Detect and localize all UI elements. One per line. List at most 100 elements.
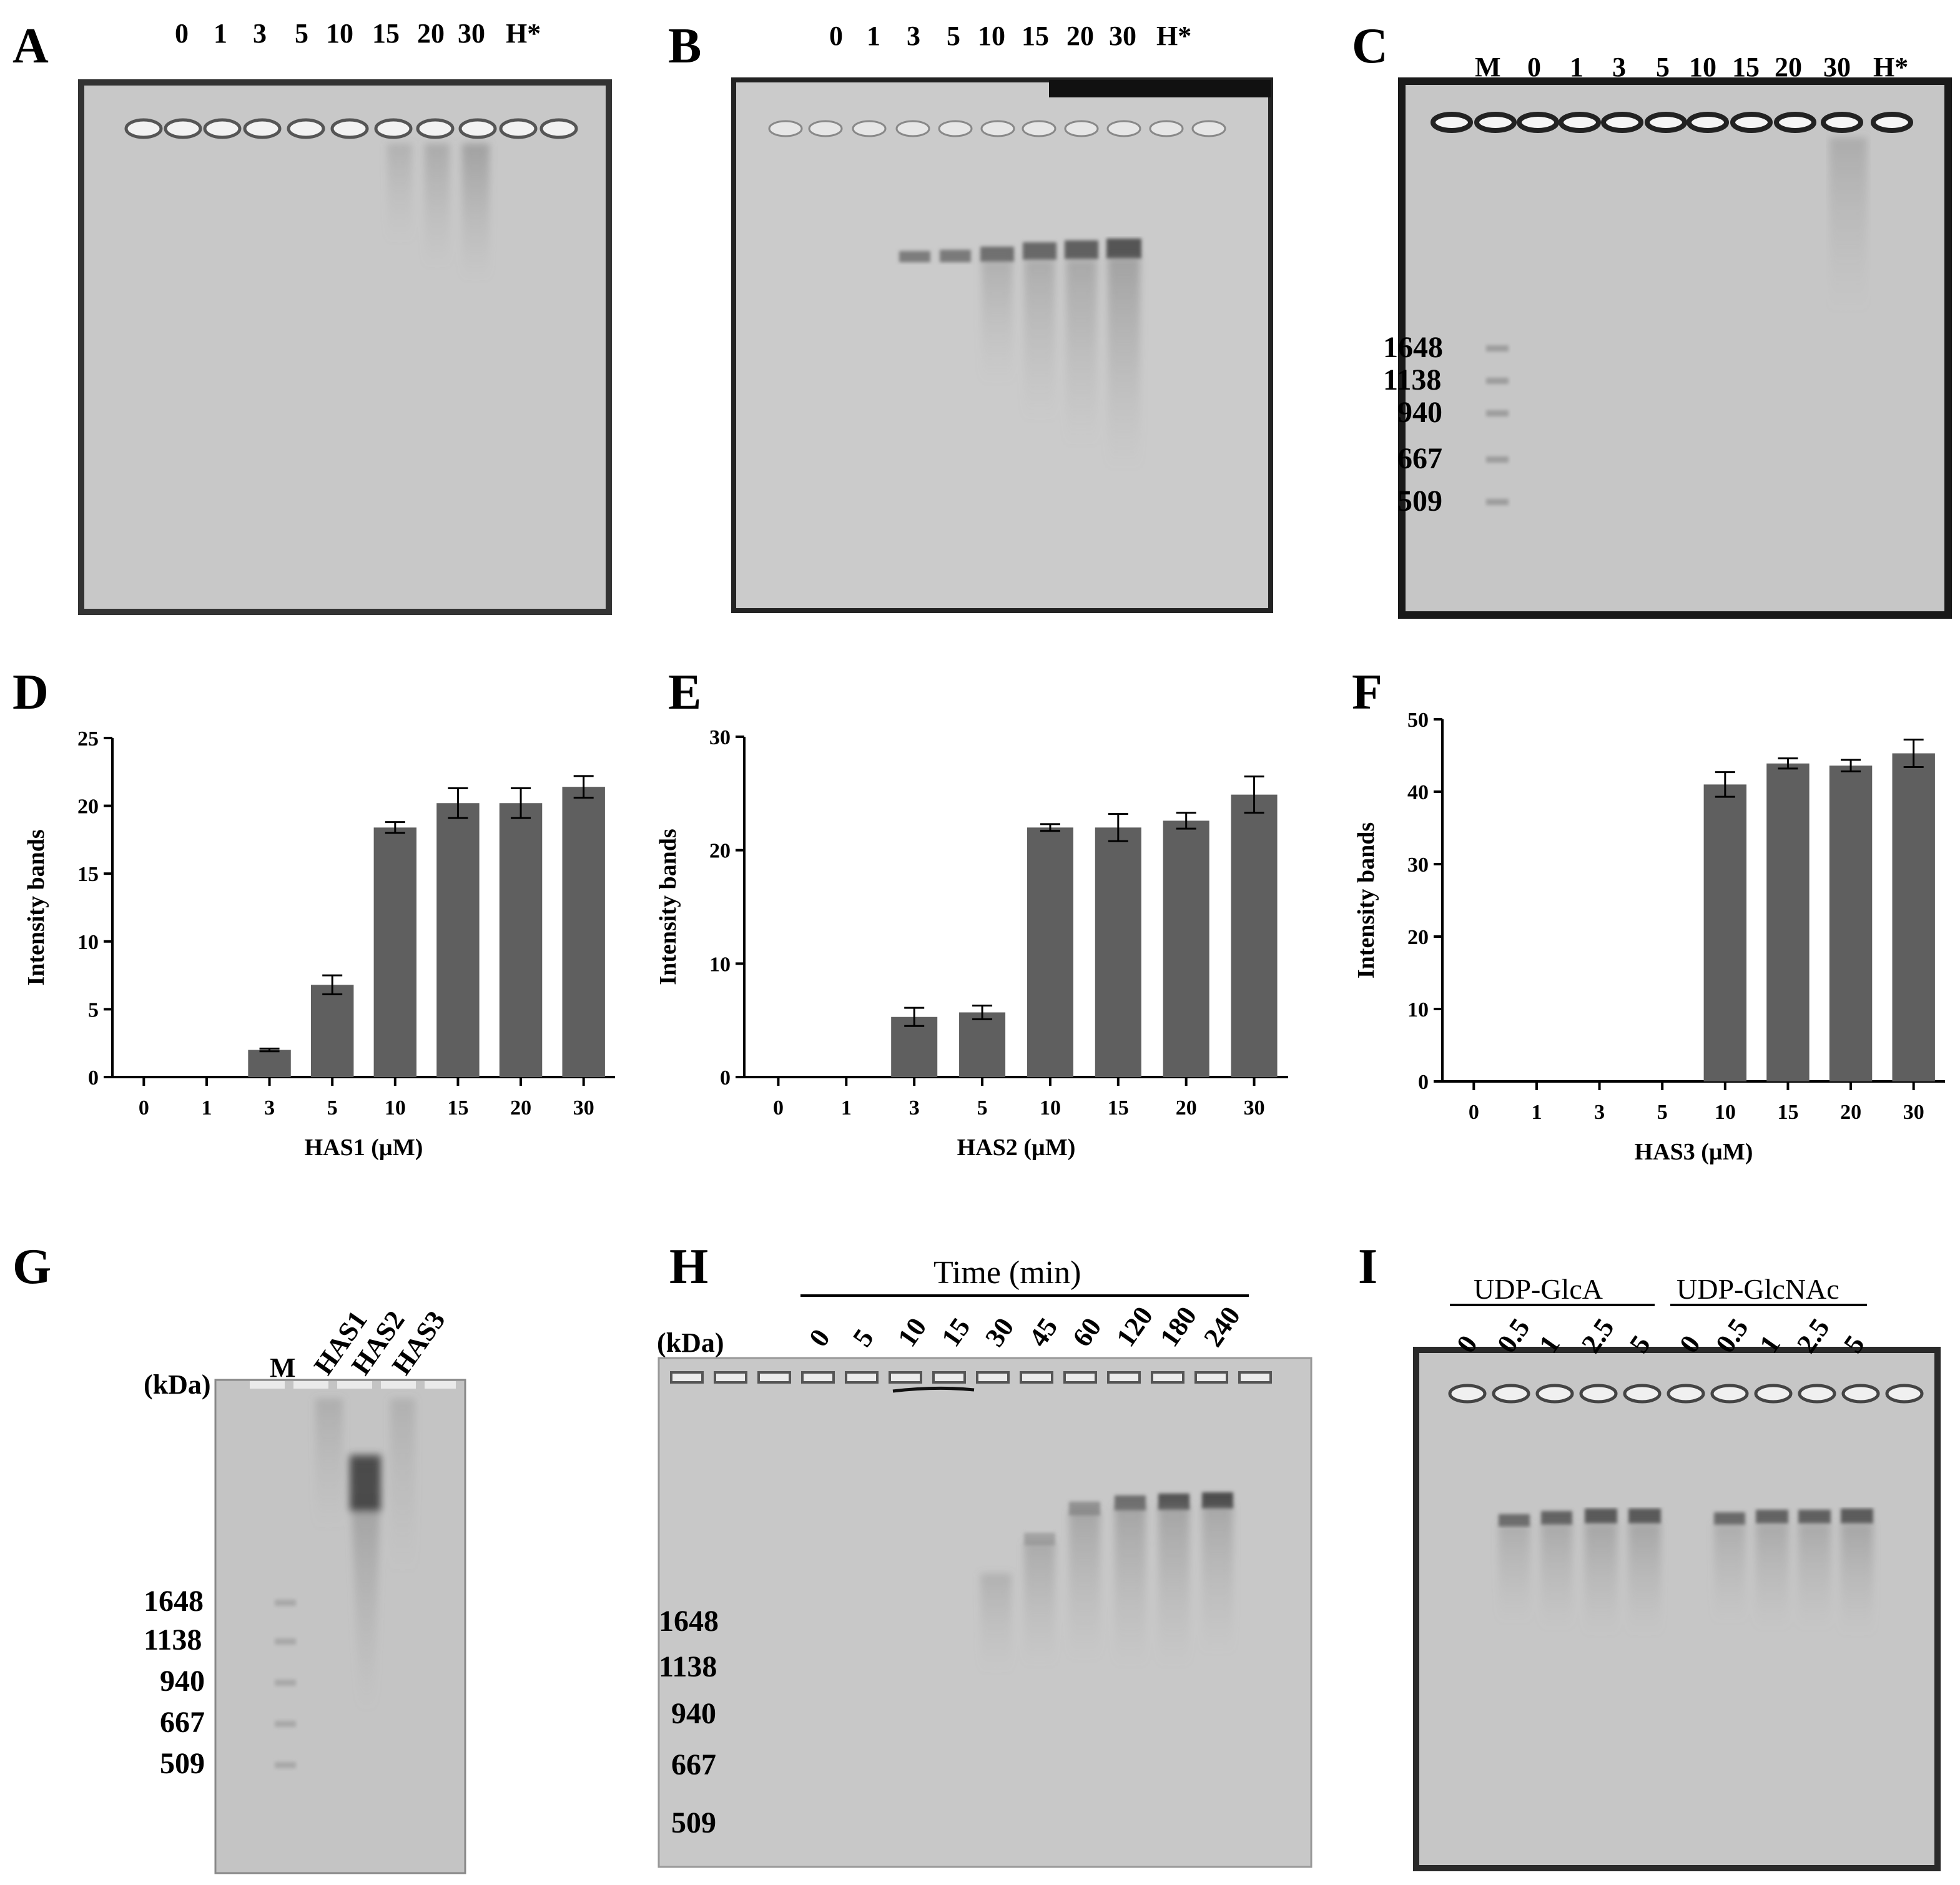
gel-panel-g: G (kDa) M HAS1 HAS2 HAS3 1648 1138 940 6… <box>12 1239 466 1874</box>
gel-a-lane-5: 5 <box>295 18 308 49</box>
x-tick-label: 10 <box>1040 1096 1061 1120</box>
y-tick-label: 20 <box>1407 926 1429 949</box>
gel-g-marker-940: 940 <box>160 1665 205 1698</box>
y-tick-label: 10 <box>77 931 99 954</box>
bar <box>1095 827 1141 1077</box>
y-tick-label: 0 <box>720 1066 731 1090</box>
panel-label-f: F <box>1352 665 1382 720</box>
y-tick-label: 20 <box>709 840 731 863</box>
y-tick-label: 10 <box>709 953 731 976</box>
gel-a-lane-15: 15 <box>372 18 400 49</box>
bar <box>248 1050 291 1077</box>
gel-h-marker-940: 940 <box>671 1697 716 1730</box>
gel-h-lane-5: 5 <box>847 1324 880 1352</box>
gel-panel-i: I UDP-GlcA UDP-GlcNAc 0 0.5 1 2.5 5 0 0.… <box>1358 1239 1941 1871</box>
gel-h-marker-1648: 1648 <box>659 1605 719 1638</box>
x-tick-label: 3 <box>1594 1101 1605 1124</box>
x-tick-label: 1 <box>201 1096 212 1120</box>
gel-a-lane-30: 30 <box>458 18 485 49</box>
gel-h-axis-title: Time (min) <box>933 1255 1081 1291</box>
bar <box>1829 765 1873 1081</box>
x-tick-label: 15 <box>1777 1101 1798 1124</box>
gel-panel-h: H Time (min) (kDa) 0 5 10 15 30 45 60 12… <box>657 1239 1312 1868</box>
gel-g-lane-m: M <box>270 1352 296 1383</box>
bar <box>1703 784 1747 1081</box>
y-tick-label: 15 <box>77 863 99 886</box>
gel-b-lane-labels: 0 1 3 5 10 15 20 30 H* <box>829 21 1191 51</box>
panel-label-g: G <box>12 1239 51 1294</box>
y-tick-label: 25 <box>77 727 99 751</box>
y-tick-label: 50 <box>1407 709 1429 732</box>
gel-c-marker-1648: 1648 <box>1383 331 1443 364</box>
gel-h-lane-60: 60 <box>1066 1312 1107 1352</box>
y-tick-label: 0 <box>88 1066 99 1090</box>
y-tick-label: 5 <box>88 998 99 1021</box>
gel-g-wells <box>250 1381 456 1389</box>
panel-label-c: C <box>1352 19 1388 74</box>
gel-c-lane-15: 15 <box>1732 52 1760 82</box>
x-tick-label: 0 <box>1469 1101 1479 1124</box>
gel-a-lane-labels: 0 1 3 5 10 15 20 30 H* <box>175 18 541 49</box>
y-tick-label: 0 <box>1418 1071 1429 1094</box>
bar <box>499 803 543 1077</box>
panel-label-d: D <box>12 665 49 720</box>
gel-a-lane-20: 20 <box>417 18 445 49</box>
bar <box>310 985 354 1077</box>
gel-c-lane-5: 5 <box>1656 52 1670 82</box>
gel-c-marker-labels: 1648 1138 940 667 509 <box>1383 331 1443 518</box>
gel-g-marker-667: 667 <box>160 1706 205 1739</box>
panel-label-e: E <box>668 665 701 720</box>
gel-b-lane-5: 5 <box>947 21 960 51</box>
bar <box>1027 827 1073 1077</box>
bar <box>562 787 605 1077</box>
gel-c-lane-10: 10 <box>1689 52 1716 82</box>
gel-h-lane-30: 30 <box>979 1312 1020 1352</box>
gel-i-wells <box>1448 1384 1924 1404</box>
gel-panel-b: B 0 1 3 5 10 15 20 30 H* <box>668 19 1273 613</box>
gel-i-smears <box>1499 1523 1873 1636</box>
x-tick-label: 0 <box>139 1096 149 1120</box>
x-tick-label: 5 <box>327 1096 338 1120</box>
gel-h-lane-120: 120 <box>1110 1301 1159 1352</box>
x-tick-label: 1 <box>841 1096 852 1120</box>
y-axis-label: Intensity bands <box>23 829 49 985</box>
gel-c-lane-30: 30 <box>1823 52 1851 82</box>
gel-a-lane-3: 3 <box>253 18 267 49</box>
gel-i-group-label-glca: UDP-GlcA <box>1474 1273 1603 1305</box>
gel-panel-c: C M 0 1 3 5 10 15 20 30 H* 1648 1138 <box>1352 19 1952 619</box>
gel-g-unit-label: (kDa) <box>144 1369 211 1400</box>
gel-b-dark-corner <box>1049 80 1271 97</box>
gel-h-lane-10: 10 <box>892 1312 932 1352</box>
gel-a-lane-10: 10 <box>326 18 353 49</box>
x-tick-label: 30 <box>1903 1101 1924 1124</box>
gel-h-unit-label: (kDa) <box>657 1327 724 1358</box>
y-axis-label: Intensity bands <box>1353 822 1379 978</box>
gel-c-lane-labels: M 0 1 3 5 10 15 20 30 H* <box>1475 52 1908 82</box>
gel-i-group-label-glcnac: UDP-GlcNAc <box>1677 1273 1839 1305</box>
x-tick-label: 20 <box>1176 1096 1197 1120</box>
x-tick-label: 20 <box>1840 1101 1861 1124</box>
x-tick-label: 20 <box>510 1096 531 1120</box>
gel-c-smears <box>1829 137 1867 312</box>
gel-b-lane-0: 0 <box>829 21 843 51</box>
x-tick-label: 5 <box>1657 1101 1668 1124</box>
gel-c-marker-667: 667 <box>1397 442 1442 475</box>
x-axis-label: HAS3 (µM) <box>1635 1139 1753 1165</box>
gel-c-lane-m: M <box>1475 52 1501 82</box>
bar <box>1766 763 1810 1081</box>
y-tick-label: 30 <box>1407 854 1429 877</box>
panel-label-i: I <box>1358 1239 1377 1294</box>
x-tick-label: 0 <box>773 1096 784 1120</box>
y-tick-label: 40 <box>1407 781 1429 804</box>
gel-b-wells <box>768 120 1226 137</box>
bar <box>436 803 480 1077</box>
gel-h-marker-667: 667 <box>671 1748 716 1781</box>
bar <box>1163 820 1209 1077</box>
gel-panel-a: A 0 1 3 5 10 15 20 30 H* <box>12 18 612 615</box>
gel-b-smears <box>982 257 1140 470</box>
gel-c-lane-0: 0 <box>1527 52 1541 82</box>
gel-g-marker-bands <box>275 1600 296 1768</box>
gel-h-marker-labels: 1648 1138 940 667 509 <box>659 1605 719 1839</box>
